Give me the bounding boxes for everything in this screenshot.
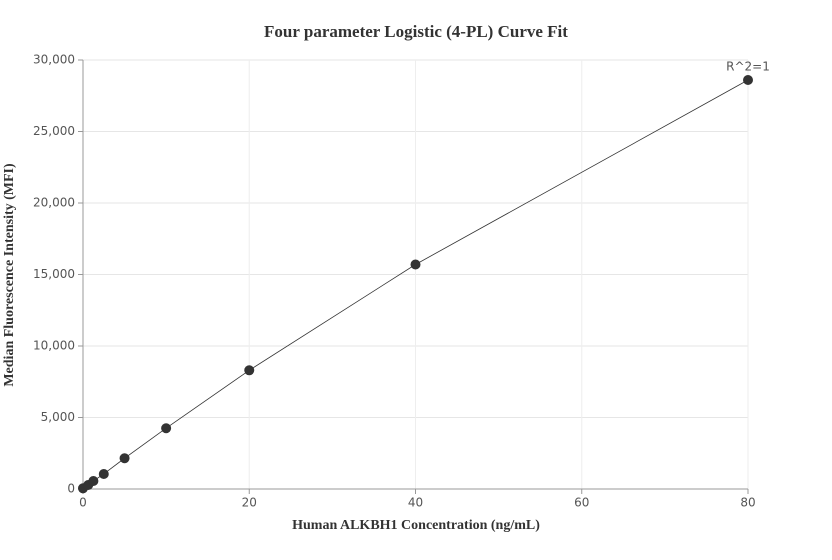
- y-tick-label: 10,000: [33, 339, 75, 353]
- x-tick-label: 20: [242, 496, 257, 510]
- data-point: [161, 423, 172, 434]
- y-tick-label: 0: [67, 482, 75, 496]
- annotation: R^2=1: [726, 60, 770, 74]
- x-tick-label: 80: [740, 496, 755, 510]
- y-tick-label: 20,000: [33, 196, 75, 210]
- x-tick-label: 60: [574, 496, 589, 510]
- data-point: [119, 453, 130, 464]
- y-axis-label: Median Fluorescence Intensity (MFI): [2, 163, 17, 387]
- y-tick-label: 30,000: [33, 53, 75, 67]
- data-point: [410, 259, 421, 270]
- data-point: [88, 475, 99, 486]
- data-point: [244, 365, 255, 376]
- y-tick-label: 5,000: [41, 410, 75, 424]
- y-tick-label: 25,000: [33, 124, 75, 138]
- x-tick-label: 0: [79, 496, 87, 510]
- x-axis-label: Human ALKBH1 Concentration (ng/mL): [292, 518, 540, 533]
- data-point: [98, 468, 109, 479]
- chart-title: Four parameter Logistic (4-PL) Curve Fit: [264, 22, 568, 41]
- y-tick-label: 15,000: [33, 267, 75, 281]
- x-tick-label: 40: [408, 496, 423, 510]
- data-point: [743, 75, 753, 86]
